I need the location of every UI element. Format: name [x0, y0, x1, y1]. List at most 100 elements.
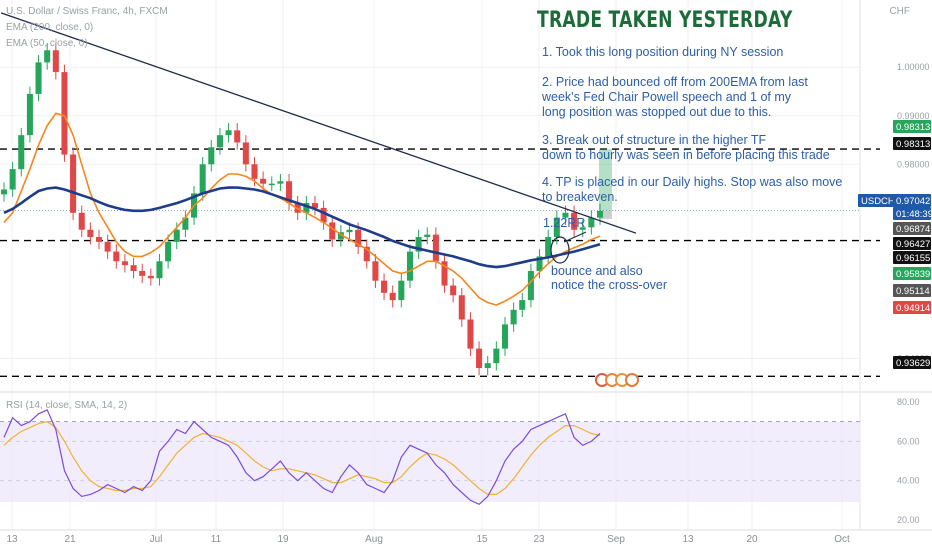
- price-tag-bg-9: [893, 284, 931, 297]
- candle-body-16: [139, 270, 146, 276]
- time-tick-2: Jul: [150, 534, 163, 545]
- price-tag-7: 0.96155: [896, 253, 930, 264]
- candle-body-35: [303, 203, 310, 213]
- time-tick-1: 21: [64, 534, 76, 545]
- price-tick-0: 1.00000: [897, 62, 930, 72]
- price-tag-bg-2: [858, 194, 894, 207]
- candle-body-65: [562, 212, 569, 218]
- price-tag-bg-8: [893, 267, 931, 280]
- candle-body-30: [260, 178, 267, 184]
- note-4: 4. TP is placed in our Daily highs. Stop…: [542, 175, 843, 204]
- candle-body-26: [225, 130, 232, 136]
- candle-body-56: [484, 363, 491, 369]
- candle-body-21: [182, 217, 189, 230]
- note-title: TRADE TAKEN YESTERDAY: [537, 8, 793, 33]
- candle-body-3: [26, 93, 33, 136]
- bounce-annotation: bounce and also notice the cross-over: [551, 264, 668, 292]
- candle-body-25: [216, 135, 223, 148]
- candle-body-41: [355, 229, 362, 247]
- time-tick-4: 19: [277, 534, 289, 545]
- price-tag-1: 0.98313: [896, 139, 930, 150]
- candle-body-8: [70, 154, 77, 213]
- price-tag-6: 0.96427: [896, 239, 930, 250]
- candle-body-11: [95, 237, 103, 242]
- trendline[interactable]: [0, 12, 637, 234]
- ema50-legend[interactable]: EMA (50, close, 0): [6, 38, 88, 49]
- event-flag-3: [625, 373, 639, 387]
- candle-body-58: [501, 324, 509, 349]
- chart-marks: [550, 231, 639, 387]
- candle-body-68: [588, 217, 595, 228]
- candle-body-13: [113, 251, 120, 262]
- candle-body-64: [553, 217, 560, 238]
- candle-body-15: [130, 265, 137, 271]
- candle-body-33: [286, 181, 293, 204]
- price-tag-bg-4: [893, 207, 931, 220]
- candle-body-62: [536, 256, 543, 271]
- candle-body-31: [268, 183, 275, 186]
- candle-body-54: [467, 319, 474, 349]
- price-tick-2: 0.98000: [897, 159, 930, 169]
- gridlines: [0, 0, 932, 531]
- candle-body-42: [363, 246, 370, 262]
- candle-body-17: [147, 275, 154, 279]
- ema-lines: [3, 112, 601, 306]
- candle-body-19: [165, 241, 172, 262]
- ema200-line: [3, 186, 601, 269]
- rsi-tick-0: 80.00: [897, 397, 920, 407]
- candle-body-46: [398, 280, 405, 301]
- price-tag-2: USDCHF: [861, 196, 901, 207]
- rsi-tick-2: 40.00: [897, 476, 920, 486]
- candle-body-12: [104, 241, 111, 252]
- candle-body-69: [596, 210, 604, 218]
- time-tick-0: 13: [6, 534, 18, 545]
- candle-body-27: [234, 130, 241, 143]
- candle-body-38: [329, 222, 336, 240]
- candle-body-36: [311, 203, 318, 208]
- rsi-legend[interactable]: RSI (14, close, SMA, 14, 2): [6, 400, 128, 411]
- ema50-line: [3, 112, 601, 306]
- price-tag-bg-1: [893, 137, 931, 150]
- candle-body-32: [277, 181, 284, 184]
- price-tag-0: 0.98313: [896, 122, 930, 133]
- price-tag-8: 0.95839: [896, 269, 930, 280]
- candle-body-7: [61, 72, 68, 155]
- price-tick-1: 0.99000: [897, 111, 930, 121]
- rsi-line: [3, 409, 601, 506]
- candle-body-45: [389, 292, 396, 301]
- candle-body-67: [579, 227, 586, 230]
- candle-body-48: [415, 237, 422, 252]
- time-tick-3: 11: [211, 534, 222, 545]
- candle-body-57: [493, 348, 500, 364]
- candle-body-53: [458, 295, 465, 320]
- price-tag-bg-7: [893, 251, 931, 264]
- candle-body-2: [18, 135, 25, 170]
- price-tag-11: 0.93629: [896, 358, 930, 369]
- candle-body-29: [251, 164, 258, 179]
- price-tag-5: 0.96874: [896, 224, 930, 235]
- candle-body-10: [87, 229, 94, 238]
- candle-body-39: [337, 232, 344, 240]
- candle-body-9: [78, 212, 85, 230]
- position-box: [599, 149, 612, 219]
- candle-body-1: [9, 169, 16, 190]
- price-tag-bg-5: [893, 222, 931, 235]
- time-axis[interactable]: 13 21 Jul 11 19 Aug 15 23 Sep 13 20 Oct: [6, 534, 850, 545]
- time-tick-8: Sep: [607, 534, 625, 545]
- candle-body-6: [52, 50, 59, 73]
- rsi-tick-3: 20.00: [897, 515, 920, 525]
- time-tick-11: Oct: [834, 534, 850, 545]
- price-tag-4: 01:48:39: [896, 209, 932, 220]
- symbol-legend[interactable]: U.S. Dollar / Swiss Franc, 4h, FXCM: [6, 6, 168, 17]
- candle-body-40: [346, 229, 353, 233]
- candle-body-50: [432, 234, 439, 262]
- candle-body-23: [199, 164, 206, 194]
- time-tick-9: 13: [682, 534, 694, 545]
- ema200-legend[interactable]: EMA (200, close, 0): [6, 22, 94, 33]
- candle-body-60: [519, 300, 526, 310]
- rr-label: 1.22RR: [543, 216, 586, 230]
- note-2: 2. Price had bounced off from 200EMA fro…: [542, 75, 808, 119]
- candle-body-63: [545, 237, 552, 257]
- candle-body-37: [320, 207, 327, 223]
